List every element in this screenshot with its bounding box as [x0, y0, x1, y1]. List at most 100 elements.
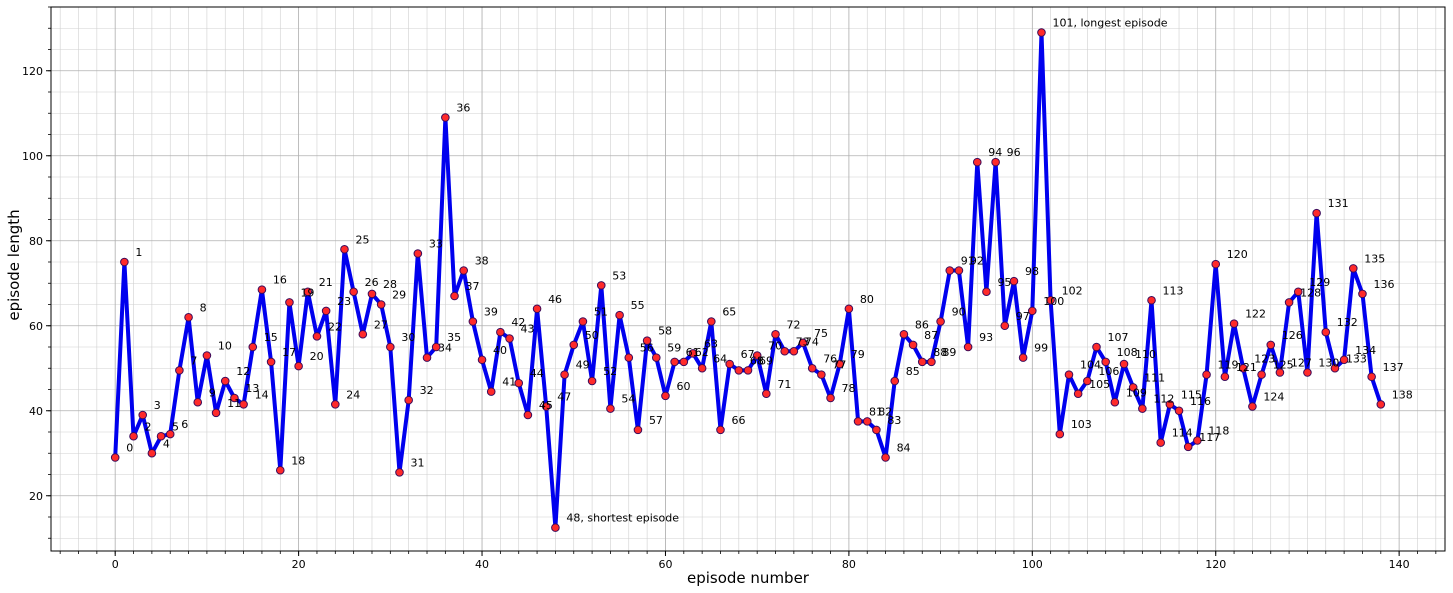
point-label: 29	[392, 289, 406, 302]
y-tick-label: 60	[29, 320, 43, 333]
point-label: 97	[1016, 310, 1030, 323]
data-point	[248, 342, 258, 352]
data-point	[633, 425, 643, 435]
x-tick-label: 20	[292, 558, 306, 571]
data-point	[725, 359, 734, 369]
point-label: 105	[1089, 378, 1110, 391]
point-label: 128	[1300, 286, 1321, 299]
point-label: 135	[1364, 252, 1385, 265]
point-label: 127	[1291, 357, 1312, 370]
data-point	[239, 400, 248, 409]
series-episode-length	[110, 28, 1386, 532]
point-label: 138	[1392, 388, 1413, 401]
data-point	[156, 431, 166, 441]
point-label: 109	[1126, 386, 1147, 399]
point-label: 115	[1181, 388, 1202, 401]
data-point	[1092, 342, 1101, 352]
data-point	[1339, 355, 1349, 365]
data-point	[275, 465, 285, 475]
data-point	[1083, 376, 1092, 386]
point-label: 60	[676, 380, 690, 393]
data-point	[1055, 429, 1065, 439]
data-point	[505, 334, 514, 343]
data-point	[1248, 402, 1257, 411]
point-label: 5	[172, 420, 179, 433]
data-point	[514, 378, 524, 388]
x-tick-label: 0	[112, 558, 119, 571]
data-point	[486, 387, 496, 396]
data-point	[798, 338, 808, 348]
point-label: 51	[594, 306, 608, 319]
y-axis-label: episode length	[5, 209, 23, 320]
data-point	[404, 395, 413, 405]
data-point	[285, 298, 294, 307]
point-label: 63	[704, 337, 718, 350]
point-label: 80	[860, 293, 874, 306]
data-point	[890, 376, 900, 386]
point-label: 114	[1172, 427, 1193, 440]
point-label: 69	[759, 354, 773, 367]
data-point	[651, 353, 661, 362]
data-point	[936, 317, 945, 326]
point-label: 38	[475, 255, 489, 268]
data-point	[358, 329, 368, 339]
data-point	[175, 366, 184, 375]
data-point	[615, 310, 624, 320]
point-label: 27	[374, 318, 388, 331]
point-label: 11	[227, 397, 241, 410]
point-label: 137	[1383, 361, 1404, 374]
point-label: 24	[346, 388, 360, 401]
data-point	[807, 363, 817, 373]
point-label: 49	[576, 359, 590, 372]
x-tick-label: 80	[842, 558, 856, 571]
point-label: 108	[1117, 346, 1138, 359]
data-point	[450, 291, 459, 301]
point-label: 121	[1236, 361, 1257, 374]
point-label: 86	[915, 318, 929, 331]
point-label: 37	[466, 280, 480, 293]
point-label: 16	[273, 274, 287, 287]
point-label: 41	[502, 376, 516, 389]
data-point	[129, 431, 138, 441]
data-point	[1046, 295, 1055, 305]
data-point	[716, 425, 725, 435]
grid	[51, 6, 1445, 551]
point-label: 10	[218, 340, 232, 353]
point-label: 118	[1208, 425, 1229, 438]
data-point	[147, 448, 157, 458]
data-point	[422, 353, 432, 362]
point-label: 119	[1218, 359, 1239, 372]
data-point	[138, 410, 148, 420]
point-label: 43	[521, 323, 535, 336]
data-point	[596, 281, 606, 290]
point-label: 40	[493, 344, 507, 357]
data-point	[468, 317, 478, 326]
point-label: 82	[878, 405, 892, 418]
data-point	[220, 376, 230, 386]
point-label: 19	[300, 286, 314, 299]
data-point	[817, 370, 826, 379]
data-point	[321, 306, 331, 316]
data-point	[331, 400, 340, 409]
data-point	[697, 363, 707, 373]
point-label: 87	[924, 329, 938, 342]
data-point	[1000, 321, 1010, 331]
data-point	[1376, 400, 1386, 409]
point-label: 3	[154, 399, 161, 412]
point-label: 44	[530, 367, 544, 380]
point-label: 120	[1227, 248, 1248, 261]
annotation-label: 101, longest episode	[1052, 17, 1167, 30]
data-point	[872, 425, 881, 435]
point-label: 110	[1135, 348, 1156, 361]
point-label: 30	[401, 331, 415, 344]
point-label: 73	[796, 335, 810, 348]
point-label: 18	[291, 454, 305, 467]
point-label: 89	[942, 346, 956, 359]
point-label: 126	[1282, 329, 1303, 342]
data-point	[688, 349, 698, 358]
point-label: 93	[979, 331, 993, 344]
data-point	[1266, 340, 1276, 350]
point-label: 34	[438, 342, 452, 355]
point-label: 31	[411, 456, 425, 469]
data-point	[1238, 363, 1248, 373]
